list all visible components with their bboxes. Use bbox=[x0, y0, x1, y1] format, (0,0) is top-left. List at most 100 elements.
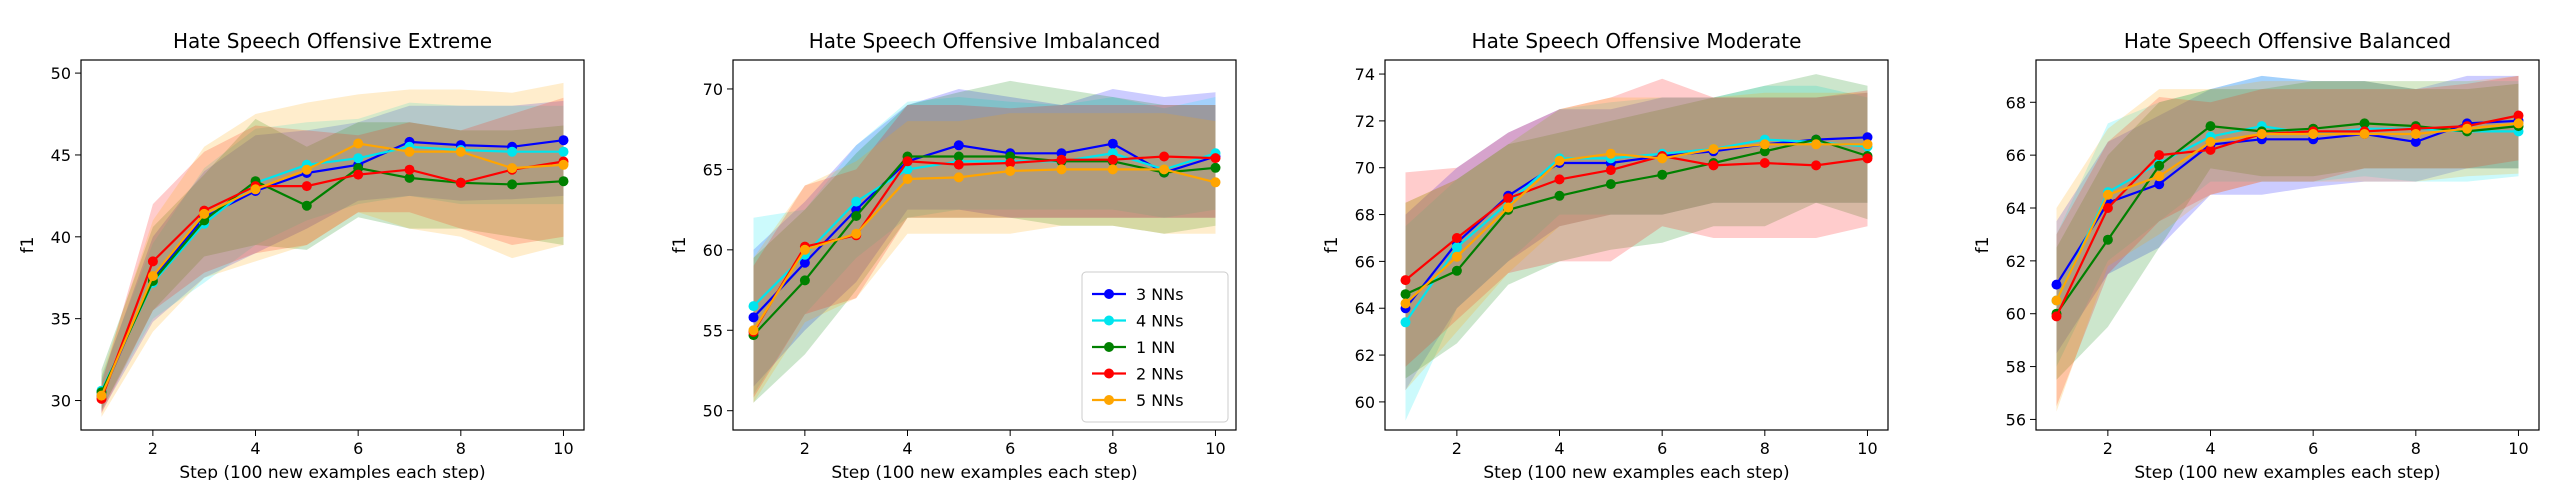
data-point bbox=[1605, 148, 1616, 159]
data-point bbox=[404, 164, 415, 175]
band-2-nns bbox=[101, 97, 564, 414]
chart-title: Hate Speech Offensive Extreme bbox=[173, 29, 492, 53]
y-tick-label: 64 bbox=[2006, 199, 2026, 218]
data-point bbox=[2051, 295, 2062, 306]
data-point bbox=[1056, 164, 1067, 175]
chart-title: Hate Speech Offensive Moderate bbox=[1472, 29, 1802, 53]
x-tick-label: 6 bbox=[1005, 439, 1015, 458]
data-point bbox=[1400, 298, 1411, 309]
y-tick-label: 55 bbox=[703, 321, 723, 340]
y-tick-label: 62 bbox=[2006, 252, 2026, 271]
chart-panel-2: 2 4 6 8 10 50 55 60 65 70 Hate Speech Offensive Im… bbox=[670, 29, 1237, 480]
data-point bbox=[1400, 289, 1411, 300]
band-5-nns bbox=[2056, 75, 2519, 412]
data-point bbox=[799, 275, 810, 286]
data-point bbox=[353, 153, 364, 164]
data-point bbox=[1862, 153, 1873, 164]
y-tick-label: 74 bbox=[1355, 65, 1375, 84]
data-point bbox=[250, 184, 261, 195]
x-tick-label: 10 bbox=[553, 439, 573, 458]
legend-label: 2 NNs bbox=[1136, 365, 1184, 384]
series-line-4-nns bbox=[752, 152, 1216, 307]
data-point bbox=[2359, 118, 2370, 129]
data-point bbox=[2205, 121, 2216, 132]
data-point bbox=[507, 146, 518, 157]
data-point bbox=[1005, 158, 1016, 168]
legend-item: 4 NNs bbox=[1092, 312, 1184, 331]
x-tick-label: 10 bbox=[1205, 439, 1225, 458]
y-tick-label: 50 bbox=[703, 402, 723, 421]
legend-marker bbox=[1104, 342, 1114, 352]
x-tick-label: 6 bbox=[2308, 439, 2318, 458]
data-point bbox=[199, 208, 210, 219]
y-axis-label: f1 bbox=[1322, 237, 1342, 254]
series-line-5-nns bbox=[752, 168, 1216, 331]
legend-marker bbox=[1104, 368, 1114, 379]
band-4-nns bbox=[1405, 85, 1868, 421]
data-point bbox=[1107, 138, 1118, 149]
legend-item: 1 NN bbox=[1092, 338, 1175, 357]
series-line-3-nns bbox=[100, 139, 564, 397]
y-tick-label: 60 bbox=[1355, 393, 1375, 412]
x-tick-label: 4 bbox=[2205, 439, 2215, 458]
data-point bbox=[1400, 275, 1411, 286]
data-point bbox=[353, 169, 364, 180]
data-point bbox=[301, 200, 312, 211]
x-tick-label: 10 bbox=[2508, 439, 2528, 458]
data-point bbox=[953, 159, 964, 170]
band-1-nn bbox=[1405, 74, 1868, 379]
data-point bbox=[1657, 169, 1668, 180]
data-point bbox=[1107, 164, 1118, 175]
x-tick-label: 4 bbox=[250, 439, 260, 458]
data-point bbox=[2154, 150, 2165, 161]
x-tick-label: 4 bbox=[902, 439, 912, 458]
data-point bbox=[353, 138, 364, 149]
data-point bbox=[301, 164, 312, 175]
axes-frame bbox=[732, 59, 1237, 431]
y-tick-label: 65 bbox=[703, 160, 723, 179]
series-line-5-nns bbox=[100, 142, 564, 397]
y-tick-label: 35 bbox=[51, 310, 71, 329]
data-point bbox=[558, 146, 569, 157]
data-point bbox=[1159, 151, 1170, 162]
y-tick-label: 66 bbox=[1355, 252, 1375, 271]
legend-label: 5 NNs bbox=[1136, 391, 1184, 410]
data-point bbox=[2256, 129, 2267, 139]
chart-panel-1: 2 4 6 8 10 30 35 40 45 50 Hate Speech Offensive Ex… bbox=[18, 29, 585, 480]
data-point bbox=[507, 179, 518, 190]
data-point bbox=[2205, 144, 2216, 155]
chart-title: Hate Speech Offensive Imbalanced bbox=[809, 29, 1161, 53]
data-point bbox=[1005, 166, 1016, 176]
data-point bbox=[96, 390, 107, 401]
legend-box bbox=[1081, 271, 1229, 423]
data-point bbox=[2410, 129, 2421, 139]
series-line-3-nns bbox=[2055, 119, 2519, 286]
legend-label: 3 NNs bbox=[1136, 285, 1184, 304]
band-5-nns bbox=[1405, 92, 1868, 391]
y-tick-label: 45 bbox=[51, 146, 71, 165]
band-3-nns bbox=[2056, 75, 2519, 354]
x-tick-label: 6 bbox=[353, 439, 363, 458]
series-line-1-nn bbox=[100, 166, 564, 393]
y-tick-label: 68 bbox=[1355, 206, 1375, 225]
data-point bbox=[902, 164, 913, 175]
data-point bbox=[2410, 136, 2421, 147]
data-point bbox=[2154, 160, 2165, 171]
y-tick-label: 64 bbox=[1355, 299, 1375, 318]
axes-frame bbox=[80, 59, 585, 431]
data-point bbox=[301, 181, 312, 192]
x-tick-label: 10 bbox=[1857, 439, 1877, 458]
x-axis-label: Step (100 new examples each step) bbox=[179, 463, 485, 480]
series-line-2-nns bbox=[1404, 154, 1868, 281]
band-3-nns bbox=[753, 89, 1216, 387]
data-point bbox=[1708, 160, 1719, 171]
data-point bbox=[748, 301, 759, 312]
data-point bbox=[1605, 165, 1616, 176]
data-point bbox=[1657, 153, 1668, 164]
data-point bbox=[2462, 123, 2473, 134]
data-point bbox=[1107, 154, 1118, 165]
y-tick-label: 40 bbox=[51, 228, 71, 247]
